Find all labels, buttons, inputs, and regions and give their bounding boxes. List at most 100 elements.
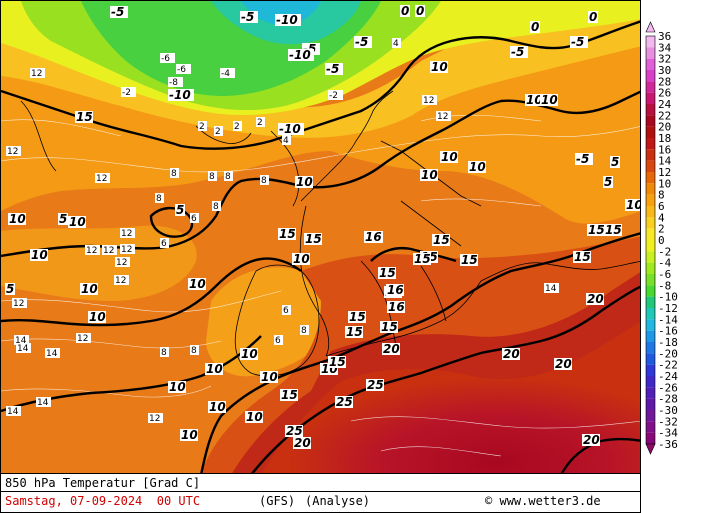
contour-label: -5 xyxy=(511,45,524,59)
value-label: 8 xyxy=(213,202,219,212)
contour-label: 16 xyxy=(387,283,404,297)
contour-label-bg xyxy=(588,11,598,23)
contour-label-bg xyxy=(188,278,206,290)
value-label: 6 xyxy=(161,239,167,249)
contour-label: 15 xyxy=(329,355,346,369)
contour-label-bg xyxy=(295,176,313,188)
value-label: 8 xyxy=(161,348,167,358)
contour-label-bg xyxy=(380,321,398,333)
contour-label: 10 xyxy=(261,370,278,384)
legend-swatch xyxy=(646,319,655,331)
value-label: 12 xyxy=(437,112,448,122)
legend-label: -26 xyxy=(658,381,678,394)
legend-label: -4 xyxy=(658,257,672,270)
zone-8-10-atlantic xyxy=(1,225,197,301)
contour-label-bg xyxy=(540,94,558,106)
value-label: 12 xyxy=(121,245,132,255)
legend-swatch xyxy=(646,183,655,195)
bold-contour-labels: 1010101010101010101010101010101010101010… xyxy=(5,4,641,450)
copyright-icon: © xyxy=(485,494,493,508)
legend-swatch xyxy=(646,92,655,104)
contour-label-bg xyxy=(205,363,223,375)
contour-label-bg xyxy=(570,36,588,48)
legend-swatch xyxy=(646,126,655,138)
contour-label-bg xyxy=(440,151,458,163)
contour-label: 10 xyxy=(206,362,223,376)
model-name: (GFS) xyxy=(259,494,296,508)
value-label: 12 xyxy=(96,174,107,184)
value-label-bg xyxy=(233,121,242,131)
contour-label: 5 xyxy=(6,282,14,296)
value-label-bg xyxy=(274,335,283,345)
contour-label: 20 xyxy=(587,292,604,306)
contour-label-bg xyxy=(625,199,640,211)
contour-label: -5 xyxy=(111,5,124,19)
contour-label-bg xyxy=(240,348,258,360)
contour-label: 15 xyxy=(305,232,322,246)
legend-label: 24 xyxy=(658,98,672,111)
contour-label-bg xyxy=(348,311,366,323)
contour-label-bg xyxy=(278,123,304,135)
legend-bottom-arrow xyxy=(645,443,656,455)
value-label-bg xyxy=(260,175,269,185)
value-label-bg xyxy=(392,38,401,48)
contour-label-bg xyxy=(364,231,382,243)
value-label: 12 xyxy=(13,299,24,309)
legend-label: 4 xyxy=(658,211,665,224)
contour-label-bg xyxy=(245,411,263,423)
contour-label: 10 xyxy=(296,175,313,189)
value-label: 8 xyxy=(261,176,267,186)
legend-swatch xyxy=(646,70,655,82)
contour-label-bg xyxy=(180,429,198,441)
value-label-bg xyxy=(170,168,179,178)
contour-label: 20 xyxy=(383,342,400,356)
contour-label: 20 xyxy=(503,347,520,361)
value-label-bg xyxy=(168,77,183,87)
contour-label: 20 xyxy=(294,436,311,450)
contour-label: -5 xyxy=(571,35,584,49)
value-label: -6 xyxy=(177,65,186,75)
contour-label: 10 xyxy=(626,198,641,212)
value-label: 12 xyxy=(116,258,127,268)
contour-label-bg xyxy=(525,94,543,106)
contour-label-bg xyxy=(420,169,438,181)
value-label-bg xyxy=(224,171,233,181)
value-label: 14 xyxy=(15,336,27,346)
legend-label: -20 xyxy=(658,347,678,360)
contour-label: 10 xyxy=(246,410,263,424)
contour-label-bg xyxy=(88,311,106,323)
coastlines xyxy=(20,90,640,377)
copyright: © www.wetter3.de xyxy=(485,494,601,508)
map-time: 00 UTC xyxy=(156,494,201,508)
contour-label: 15 xyxy=(381,320,398,334)
legend-swatch xyxy=(646,206,655,218)
legend-label: 20 xyxy=(658,121,671,134)
value-label-bg xyxy=(114,275,129,285)
contour-label-bg xyxy=(554,358,572,370)
value-label: -2 xyxy=(329,91,338,101)
legend-swatch xyxy=(646,217,655,229)
contour-label-bg xyxy=(386,284,404,296)
contour-label: 15 xyxy=(349,310,366,324)
contour-label: 10 xyxy=(169,380,186,394)
contour-label: 15 xyxy=(279,227,296,241)
legend-label: 12 xyxy=(658,166,671,179)
value-label: 14 xyxy=(37,398,49,408)
contour-label-bg xyxy=(285,425,303,437)
contour-label: 15 xyxy=(281,388,298,402)
legend-swatch xyxy=(646,308,655,320)
legend-swatch xyxy=(646,58,655,70)
map-date: Samstag, 07-09-2024 xyxy=(5,494,143,508)
legend-label: -6 xyxy=(658,268,671,281)
value-label: 8 xyxy=(225,172,231,182)
zone-4-6 xyxy=(1,11,640,138)
legend-swatch xyxy=(646,432,655,444)
legend-label: -34 xyxy=(658,427,678,440)
contour-label-bg xyxy=(304,233,322,245)
value-label-bg xyxy=(282,305,291,315)
value-label-bg xyxy=(148,413,163,423)
legend-swatch xyxy=(646,421,655,433)
legend-label: -30 xyxy=(658,404,678,417)
value-label: 4 xyxy=(283,136,289,146)
contour-label: 0 xyxy=(531,20,539,34)
